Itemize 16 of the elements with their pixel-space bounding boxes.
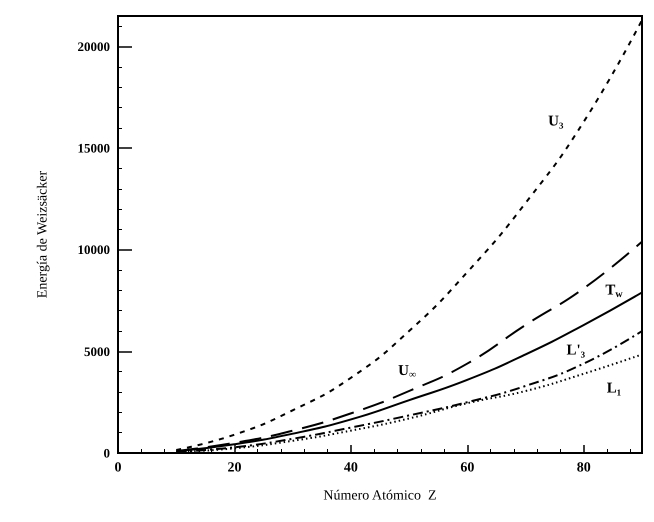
series-label: L'₃ <box>566 342 586 359</box>
x-tick-label: 40 <box>344 460 358 476</box>
x-tick-label: 0 <box>114 460 122 476</box>
y-axis-title: Energía de Weizsäcker <box>36 170 50 298</box>
y-tick-label: 10000 <box>78 242 110 258</box>
series-label: U∞ <box>398 363 416 381</box>
y-tick-label: 0 <box>104 446 110 460</box>
y-tick-label: 15000 <box>78 140 110 156</box>
y-tick-label: 5000 <box>84 344 110 359</box>
x-tick-label: 60 <box>460 460 474 476</box>
x-axis-title: Número Atómico Z <box>323 488 437 504</box>
x-tick-label: 80 <box>576 460 591 476</box>
series-label: L₁ <box>606 380 622 396</box>
x-tick-label: 20 <box>227 460 242 476</box>
series-label: U₃ <box>548 114 564 130</box>
y-tick-label: 20000 <box>78 38 110 54</box>
